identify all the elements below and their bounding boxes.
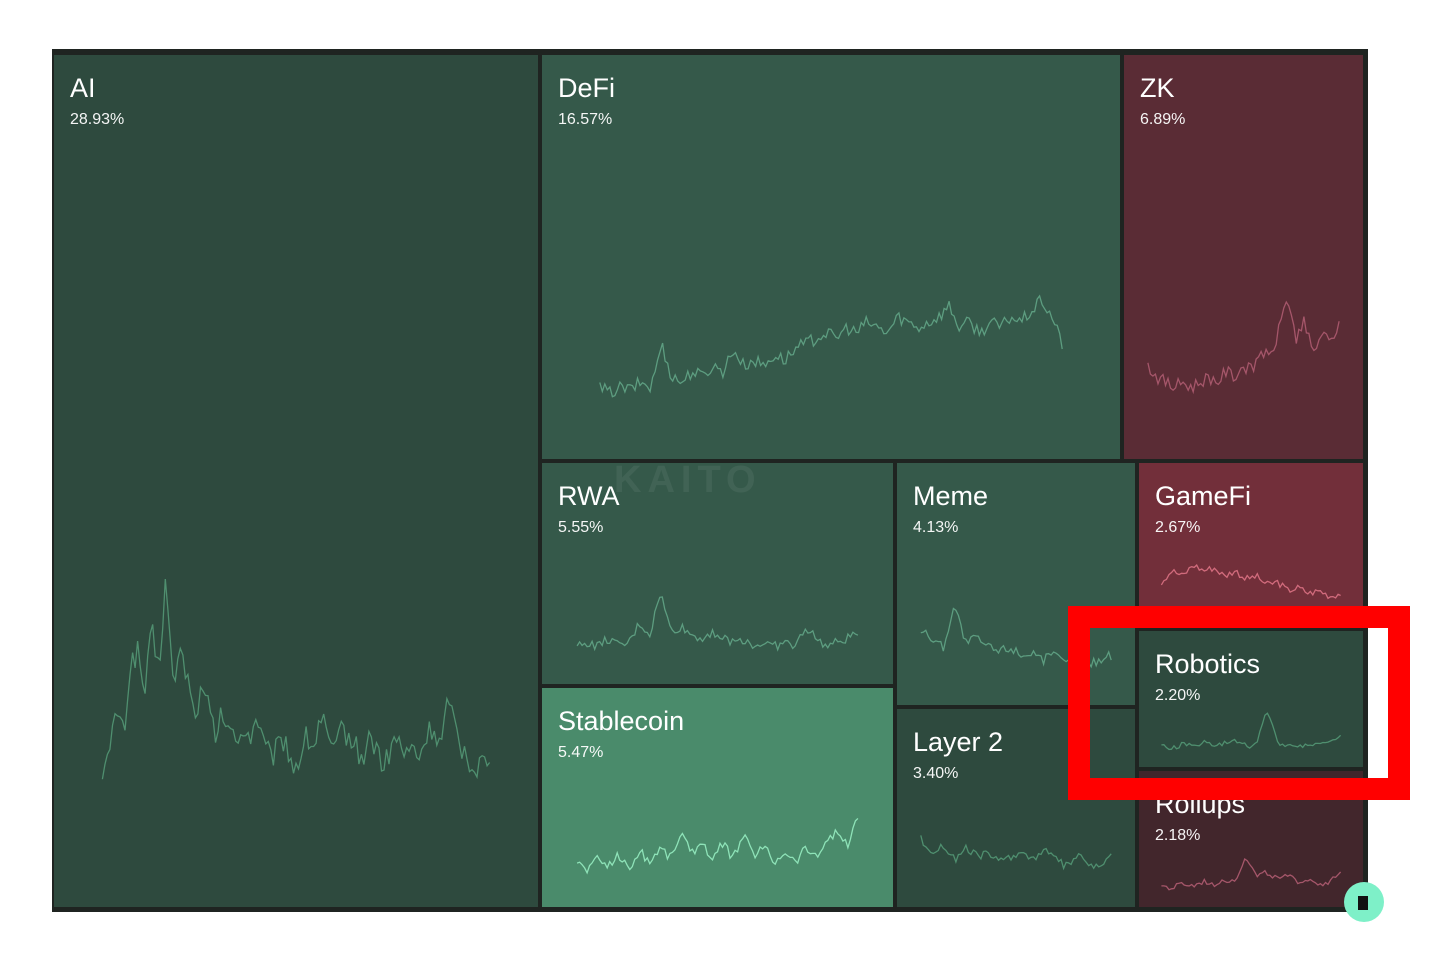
sparkline-series <box>1160 564 1341 600</box>
sparkline <box>576 817 859 875</box>
tile-meme[interactable]: Meme 4.13% <box>895 461 1137 707</box>
tile-percent: 5.47% <box>558 744 604 761</box>
tile-name: DeFi <box>558 73 616 103</box>
sparkline <box>101 578 491 780</box>
tile-percent: 28.93% <box>70 111 125 128</box>
sparkline-series <box>920 835 1112 871</box>
kaito-watermark: KAITO <box>614 459 762 501</box>
sparkline <box>1147 300 1340 395</box>
bookmark-icon <box>1358 896 1368 910</box>
tile-layer2[interactable]: Layer 2 3.40% <box>895 707 1137 909</box>
tile-percent: 2.20% <box>1155 687 1201 704</box>
tile-robotics[interactable]: Robotics 2.20% <box>1137 629 1365 769</box>
tile-zk[interactable]: ZK 6.89% <box>1122 53 1365 461</box>
sparkline-series <box>576 596 859 652</box>
tile-percent: 3.40% <box>913 765 959 782</box>
sparkline <box>1161 857 1342 891</box>
tile-name: Robotics <box>1155 649 1261 679</box>
tile-name: ZK <box>1140 73 1175 103</box>
tile-percent: 4.13% <box>913 519 959 536</box>
sparkline-series <box>1161 857 1342 891</box>
sparkline <box>576 596 859 652</box>
tile-ai[interactable]: AI 28.93% <box>52 53 540 909</box>
tile-name: Meme <box>913 481 989 511</box>
sparkline-series <box>101 578 491 780</box>
tile-name: RWA <box>558 481 620 511</box>
sparkline <box>599 294 1063 398</box>
tile-defi[interactable]: DeFi 16.57% <box>540 53 1122 461</box>
tile-rwa[interactable]: RWA 5.55% <box>540 461 895 686</box>
sparkline <box>1160 564 1341 600</box>
tile-name: Stablecoin <box>558 706 685 736</box>
tile-name: AI <box>70 73 96 103</box>
tile-stablecoin[interactable]: Stablecoin 5.47% <box>540 686 895 909</box>
tile-percent: 2.18% <box>1155 827 1201 844</box>
tile-name: GameFi <box>1155 481 1252 511</box>
sparkline <box>1161 712 1342 751</box>
tile-percent: 2.67% <box>1155 519 1201 536</box>
tile-percent: 5.55% <box>558 519 604 536</box>
tile-name: Layer 2 <box>913 727 1004 757</box>
highlight-box <box>1068 606 1410 800</box>
tile-percent: 16.57% <box>558 111 613 128</box>
sparkline-series <box>1147 300 1340 395</box>
sparkline <box>920 835 1112 871</box>
treemap-chart: AI 28.93% DeFi 16.57% ZK 6.89% RWA 5.55% Sta… <box>52 49 1368 912</box>
sparkline-series <box>599 294 1063 398</box>
tile-gamefi[interactable]: GameFi 2.67% <box>1137 461 1365 629</box>
sparkline-series <box>576 817 859 875</box>
sparkline-series <box>1161 712 1342 751</box>
tile-percent: 6.89% <box>1140 111 1186 128</box>
